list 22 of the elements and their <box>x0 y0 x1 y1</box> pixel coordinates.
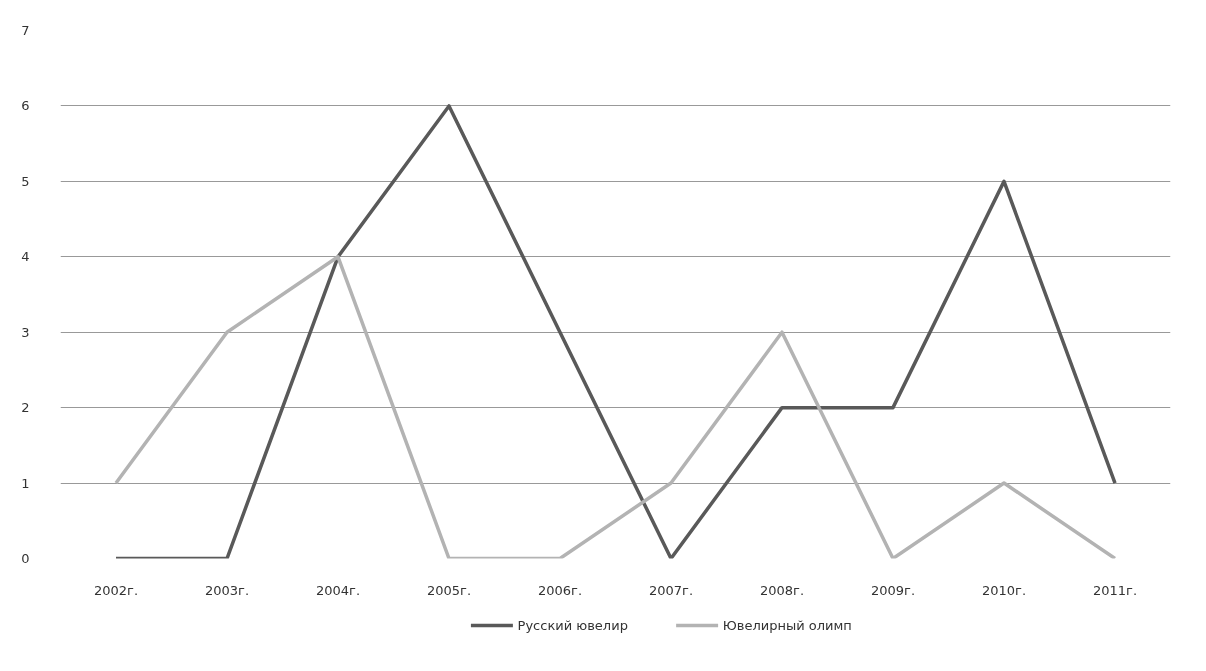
x-tick-label: 2003г. <box>204 582 250 598</box>
x-tick-label: 2007г. <box>648 582 694 598</box>
x-tick-label: 2002г. <box>93 582 139 598</box>
legend-label: Русский ювелир <box>517 618 628 633</box>
x-tick-label: 2011г. <box>1092 582 1138 598</box>
x-tick-label: 2004г. <box>315 582 361 598</box>
y-tick-label: 4 <box>21 249 30 265</box>
y-tick-label: 0 <box>21 551 30 566</box>
x-tick-label: 2009г. <box>870 582 916 598</box>
y-tick-label: 6 <box>21 98 30 114</box>
line-series <box>114 255 1117 559</box>
x-tick-label: 2005г. <box>426 582 472 598</box>
x-tick-label: 2008г. <box>759 582 805 598</box>
x-tick-label: 2006г. <box>537 582 583 598</box>
y-tick-label: 1 <box>21 475 30 491</box>
y-tick-label: 5 <box>21 173 30 189</box>
y-tick-label: 2 <box>21 400 30 416</box>
x-tick-label: 2010г. <box>981 582 1027 598</box>
line-series <box>114 104 1117 559</box>
y-tick-label: 3 <box>21 324 30 340</box>
legend-label: Ювелирный олимп <box>722 618 852 633</box>
y-tick-label: 7 <box>21 23 30 38</box>
